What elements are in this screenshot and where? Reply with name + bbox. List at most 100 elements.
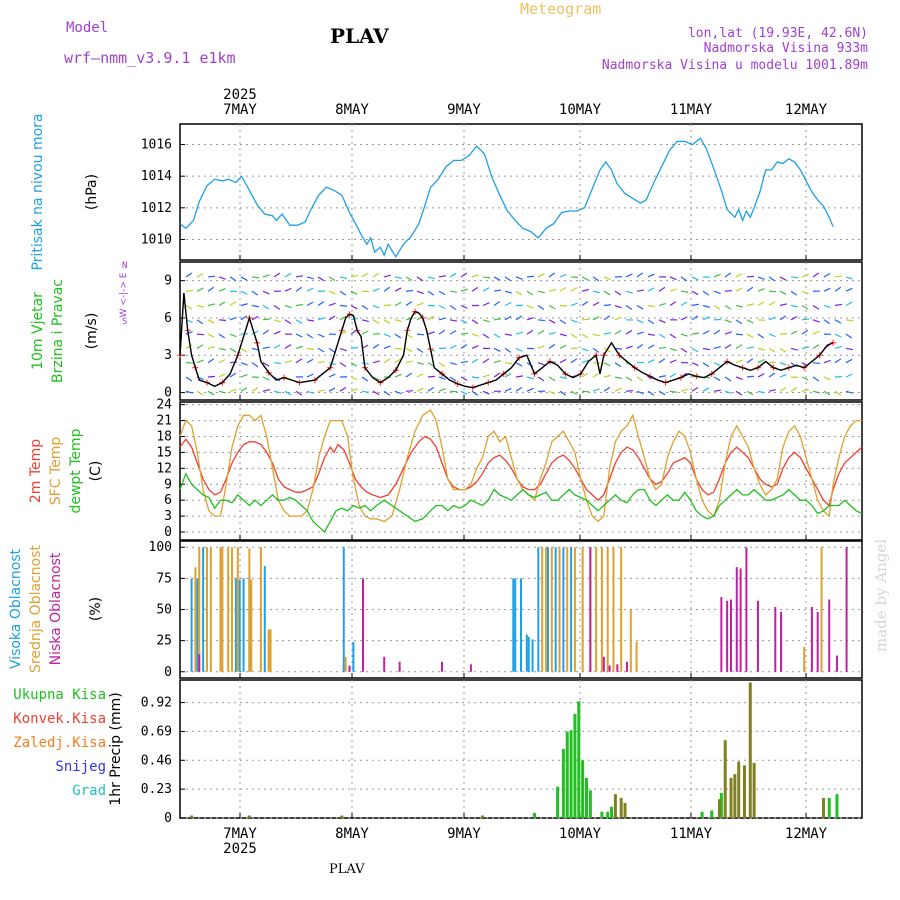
wind-arrow [691, 315, 699, 321]
wind-arrow [559, 333, 567, 337]
wind-arrow [306, 358, 314, 364]
wind-arrow [603, 332, 611, 335]
wind-arrow [548, 343, 556, 349]
wind-arrow [251, 315, 259, 321]
wind-arrow [416, 387, 424, 392]
wind-arrow [306, 287, 314, 292]
wind-arrow [361, 390, 370, 393]
wind-arrow [735, 319, 743, 325]
wind-arrow [823, 376, 831, 381]
clouds-bar [756, 600, 759, 672]
wind-arrow [372, 288, 380, 292]
wind-arrow [691, 303, 699, 307]
wind-arrow [757, 319, 766, 321]
wind-arrow [460, 343, 468, 349]
wind-arrow [636, 376, 644, 382]
wind-arrow [273, 344, 281, 349]
clouds-bar [774, 607, 777, 672]
clouds-panel: 0 25 50 75 100 [149, 540, 863, 680]
clouds-bar [242, 578, 245, 672]
clouds-bar [441, 661, 444, 672]
wind-arrow [823, 272, 831, 278]
wind-arrow [482, 302, 490, 307]
wind-arrow [537, 362, 545, 366]
wind-arrow [724, 331, 732, 335]
wind-arrow [757, 276, 765, 280]
wind-arrow [240, 303, 248, 307]
wind-arrow [658, 375, 666, 378]
wind-arrow [449, 362, 457, 366]
wind-arrow [526, 304, 534, 309]
wind-arrow [350, 304, 358, 310]
wind-arrow [526, 387, 534, 392]
wind-arrow [218, 333, 226, 339]
wind-arrow [482, 287, 490, 292]
clouds-bar [635, 641, 638, 672]
wind-arrow [350, 362, 358, 367]
wind-arrow [515, 315, 523, 321]
clouds-bar [362, 578, 365, 672]
wind-arrow [669, 390, 678, 393]
wind-arrow [537, 376, 545, 382]
wind-arrow [834, 345, 842, 349]
wind-arrow [471, 358, 479, 364]
wind-arrow [471, 333, 479, 337]
high-cloud-axis-title: Visoka Oblacnost [8, 548, 24, 669]
wind-arrow [196, 304, 204, 308]
wind-arrow [614, 387, 622, 392]
wind-arrow [669, 301, 677, 307]
wind-arrow [394, 347, 403, 350]
wind-arrow [328, 387, 336, 392]
wind-arrow [636, 272, 644, 278]
wind-arrow [449, 319, 457, 322]
clouds-bar [531, 639, 534, 672]
mid-cloud-axis-title: Srednja Oblacnost [28, 545, 44, 673]
wind-arrow [669, 347, 677, 352]
wind-arrow [746, 358, 754, 364]
wind-arrow [823, 319, 831, 325]
model-altitude-label: Nadmorska Visina u modelu 1001.89m [601, 58, 868, 73]
clouds-bar [209, 547, 212, 672]
precip-bar [752, 762, 756, 818]
wind-y-tick-label: 9 [164, 274, 172, 289]
wind-arrow [405, 301, 413, 307]
wind-arrow [460, 304, 468, 309]
bottom-date-label: 8MAY [335, 826, 369, 842]
wind-arrow [625, 376, 633, 382]
wind-arrow [570, 358, 578, 364]
wind-arrow [493, 276, 501, 281]
wind-arrow [647, 273, 655, 278]
wind-arrow [185, 376, 193, 382]
clouds-bar [816, 611, 819, 672]
wind-arrow [317, 347, 325, 353]
wind-arrow [427, 276, 435, 280]
wind-arrow [262, 346, 270, 349]
wind-arrow [218, 373, 226, 378]
wind-arrow [295, 333, 303, 338]
clouds-bar [514, 578, 517, 672]
wind-arrow [636, 344, 644, 349]
wind-arrow [471, 390, 479, 396]
clouds-bar [620, 547, 623, 672]
wind-arrow [691, 332, 700, 335]
wind-arrow [812, 390, 820, 394]
wind-arrow [559, 344, 567, 349]
clouds-bar [344, 656, 347, 672]
wind-arrow [537, 319, 546, 322]
clouds-bar [236, 547, 239, 672]
wind-arrow [493, 372, 501, 378]
bottom-date-label: 10MAY [559, 826, 602, 842]
clouds-bar [629, 609, 632, 672]
wind-arrow [372, 376, 380, 381]
precip-bar [619, 797, 623, 818]
wind-arrow [768, 276, 776, 282]
temperature-y-tick-label: 0 [164, 525, 172, 540]
wind-arrow [779, 315, 787, 321]
clouds-bar [558, 547, 561, 672]
wind-arrow [801, 274, 809, 278]
pressure-y-tick-label: 1012 [141, 201, 172, 216]
wind-arrow [262, 318, 271, 321]
wind-arrow [273, 390, 281, 394]
wind-arrow [812, 376, 820, 382]
wind-arrow [790, 276, 799, 279]
